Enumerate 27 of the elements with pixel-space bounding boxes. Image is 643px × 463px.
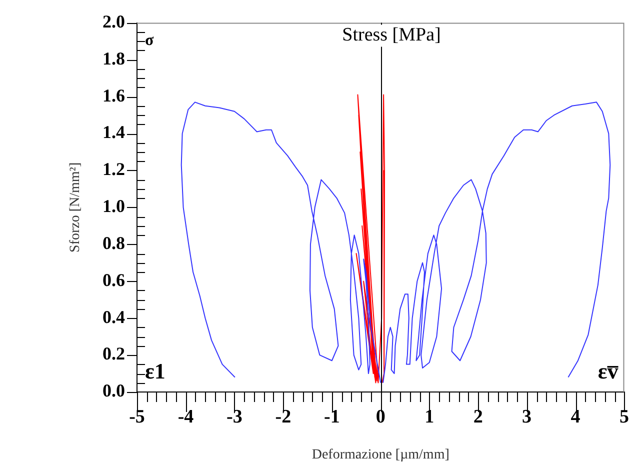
ref-line-label: Stress [MPa] xyxy=(342,24,441,46)
y-tick-label: 0.6 xyxy=(102,270,125,290)
y-axis-title: Sforzo [N/mm²] xyxy=(68,162,84,252)
x-tick-label: 3 xyxy=(522,406,532,428)
y-tick-label: 0.2 xyxy=(102,344,125,364)
x-tick-label: 0 xyxy=(376,406,386,428)
x-axis-title: Deformazione [µm/mm] xyxy=(312,447,450,462)
y-tick-label: 1.2 xyxy=(102,159,125,180)
y-tick-label: 1.6 xyxy=(102,85,125,106)
y-tick-label: 1.0 xyxy=(102,196,125,216)
annotation: ε1 xyxy=(145,358,166,384)
y-tick-label: 2.0 xyxy=(102,11,125,32)
annotation: σ xyxy=(145,32,154,49)
y-tick-label: 0.4 xyxy=(102,306,125,327)
x-tick-label: -4 xyxy=(178,406,194,428)
x-tick-label: -2 xyxy=(275,406,292,428)
y-tick-label: 0.0 xyxy=(102,380,125,401)
y-tick-label: 0.8 xyxy=(102,232,125,253)
annotation: εv̅ xyxy=(598,358,619,384)
x-tick-label: 4 xyxy=(570,406,581,428)
y-tick-label: 1.8 xyxy=(102,48,125,68)
x-tick-label: -1 xyxy=(324,406,340,428)
x-tick-label: 5 xyxy=(620,406,629,428)
x-tick-label: 2 xyxy=(473,406,483,428)
x-tick-label: -3 xyxy=(226,406,242,428)
x-tick-label: -5 xyxy=(129,406,145,428)
y-tick-label: 1.4 xyxy=(102,122,125,142)
